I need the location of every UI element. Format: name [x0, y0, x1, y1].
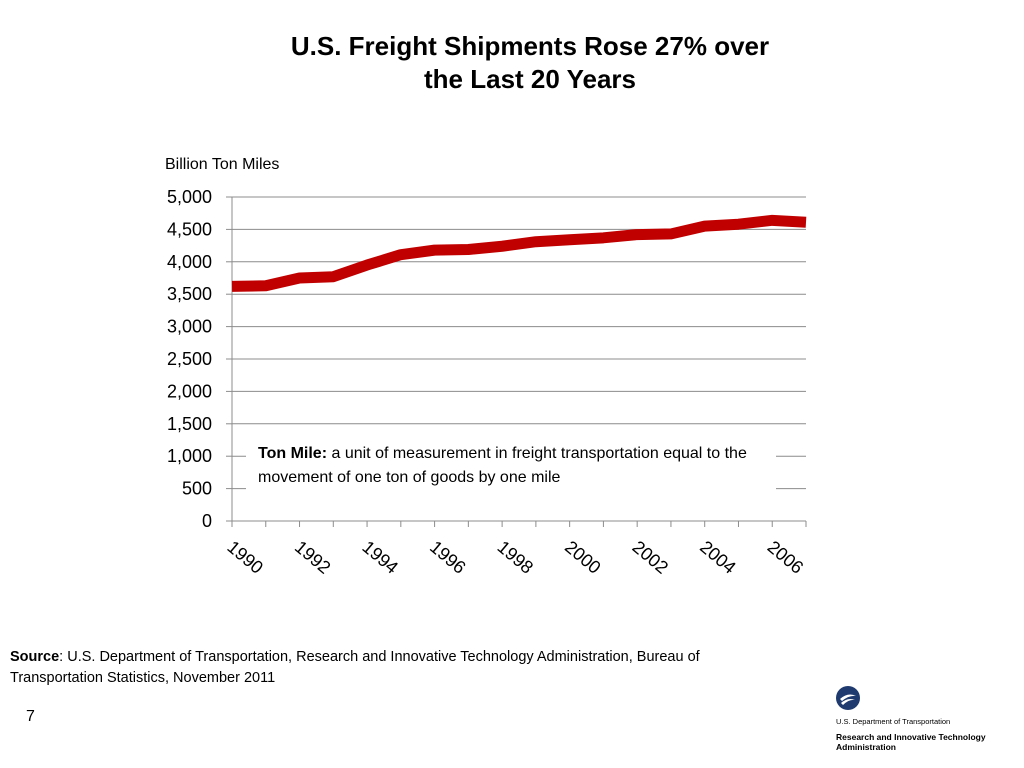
- definition-term: Ton Mile:: [258, 445, 328, 462]
- dot-rita-logo: U.S. Department of Transportation Resear…: [836, 686, 1016, 756]
- x-tick-label: 1996: [426, 537, 470, 578]
- chart-title-line-2: the Last 20 Years: [424, 64, 636, 94]
- series-layer: [231, 214, 807, 292]
- x-tick-label: 2004: [696, 537, 740, 578]
- y-tick-label: 0: [202, 511, 212, 531]
- y-tick-label: 3,000: [167, 317, 212, 337]
- x-tick-label: 1992: [291, 537, 335, 578]
- rita-name-line-1: Research and Innovative Technology: [836, 732, 986, 742]
- series-line: [231, 214, 807, 292]
- y-tick-label: 4,000: [167, 252, 212, 272]
- x-tick-label: 2000: [561, 537, 605, 578]
- y-axis-ticks: 0 500 1,000 1,500 2,000 2,500 3,000 3,500 4,000 4…: [167, 187, 212, 531]
- x-tick-label: 1994: [358, 537, 402, 578]
- y-tick-label: 1,500: [167, 414, 212, 434]
- x-tick-label: 1990: [223, 537, 267, 578]
- line-chart: Billion Ton Miles 0 500 1,000 1,500 2,000 2,5…: [165, 156, 807, 578]
- chart-title: U.S. Freight Shipments Rose 27% over the…: [230, 30, 830, 96]
- dot-seal-icon: [836, 686, 860, 710]
- rita-name-line-2: Administration: [836, 742, 896, 752]
- page-number: 7: [26, 708, 35, 725]
- gridlines: [232, 196, 806, 490]
- ton-mile-definition: Ton Mile: a unit of measurement in freig…: [246, 438, 776, 490]
- y-tick-label: 2,500: [167, 349, 212, 369]
- y-tick-label: 2,000: [167, 381, 212, 401]
- y-axis-label: Billion Ton Miles: [165, 156, 279, 173]
- source-label: Source: [10, 649, 60, 665]
- source-note: Source: U.S. Department of Transportatio…: [10, 647, 770, 689]
- y-tick-label: 500: [182, 479, 212, 499]
- x-tick-label: 1998: [494, 537, 538, 578]
- x-tick-label: 2006: [764, 537, 808, 578]
- axes: [226, 196, 807, 527]
- definition-text: a unit of measurement in freight transpo…: [258, 445, 747, 486]
- y-tick-label: 4,500: [167, 219, 212, 239]
- source-text: : U.S. Department of Transportation, Res…: [10, 649, 700, 686]
- y-tick-label: 3,500: [167, 284, 212, 304]
- y-tick-label: 1,000: [167, 446, 212, 466]
- x-tick-label: 2002: [629, 537, 673, 578]
- chart-title-line-1: U.S. Freight Shipments Rose 27% over: [290, 31, 770, 61]
- x-axis-ticks: 1990 1992 1994 1996 1998 2000 2002 2004 2006: [223, 537, 807, 578]
- dot-name: U.S. Department of Transportation: [836, 717, 951, 726]
- y-tick-label: 5,000: [167, 187, 212, 207]
